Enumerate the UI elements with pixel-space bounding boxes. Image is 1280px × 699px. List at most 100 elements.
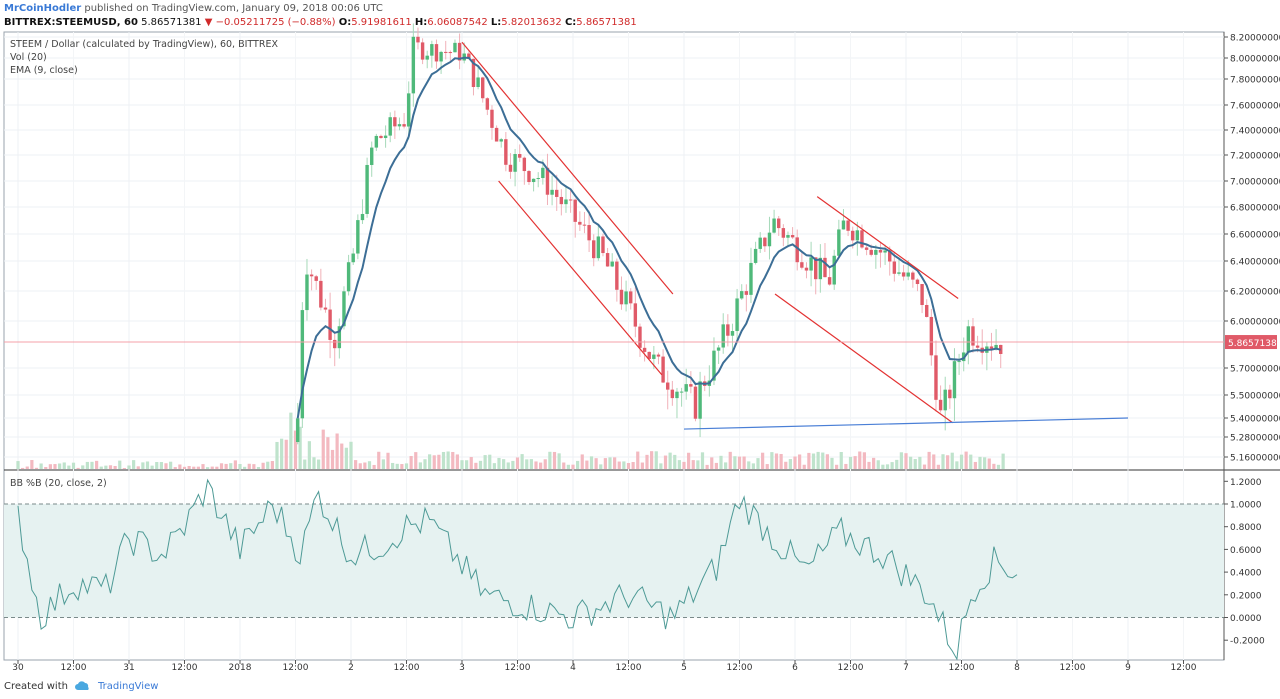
candle [370,141,374,177]
candle-body [605,253,610,267]
volume-bar [48,464,52,469]
volume-bar [728,451,732,469]
volume-bar [830,457,834,469]
volume-bar [187,465,191,469]
candle [624,280,628,312]
candle [601,233,605,257]
footer: Created with TradingView [4,680,158,692]
volume-bar [506,462,510,469]
volume-bar [557,453,561,469]
volume-bar [525,459,529,469]
trendline-channel-2-upper [816,196,959,299]
candle-body [721,324,725,348]
low-value: 5.82013632 [501,17,562,28]
candle [656,352,661,365]
volume-bar [733,456,737,469]
candle [647,351,651,361]
candle-body [938,399,943,411]
candle-body [305,274,309,311]
volume-bar [321,429,325,469]
candle-body [841,220,846,230]
candle-body [393,117,397,127]
volume-bar [90,461,94,469]
volume-bar [585,460,589,469]
candle [453,39,457,53]
volume-bar [895,459,899,469]
price-axis: 8.20000000 8.00000000 7.80000000 7.60000000… [1224,34,1280,464]
volume-bar [252,464,256,469]
candle-body [439,51,443,62]
volume-bar [983,457,987,469]
volume-bar [423,459,427,469]
price-tick-label: 8.00000000 [1230,55,1280,65]
candle-body [629,291,633,304]
volume-bar [275,441,279,469]
candle-body [809,257,813,271]
candle-body [499,139,503,142]
volume-bar [44,467,48,469]
volume-bar [81,465,85,469]
candle [878,241,883,268]
volume-bar [876,460,880,469]
candle [346,254,351,296]
volume-bar [95,460,99,469]
volume-bar [293,430,298,469]
candle [323,298,328,313]
volume-bar [705,464,709,469]
volume-bar [400,464,404,469]
volume-bar [141,462,145,469]
volume-bar [848,456,853,469]
tradingview-brand[interactable]: TradingView [97,680,159,692]
volume-bar [668,452,672,469]
candle [800,252,804,270]
price-tick-label: 5.28000000 [1230,434,1280,444]
candle-body [513,154,517,172]
volume-bar [127,465,131,469]
volume-bar [959,454,964,469]
candle [661,349,665,384]
candle [629,288,633,310]
time-tick-label: 12:00 [283,663,309,673]
bb-axis: 1.2000 1.0000 0.8000 0.6000 0.4000 0.2000 0.00… [1224,478,1265,647]
created-with: Created with [4,680,68,692]
candle-body [915,279,920,285]
volume-bar [936,464,940,469]
volume-bar [307,441,311,469]
candle-body [309,274,314,277]
volume-bar [696,460,700,469]
volume-bar [650,451,654,469]
volume-bar [76,467,80,469]
volume-bar [71,462,76,469]
author-link[interactable]: MrCoinHodler [4,3,82,14]
volume-bar [488,454,492,469]
volume-bar [381,459,385,469]
candle-body [624,291,628,305]
candle-body [323,307,328,310]
candle [536,172,540,188]
volume-bar [793,456,797,469]
trendline-channel-1-upper [461,41,674,295]
candle [592,234,596,267]
open-label: O: [338,17,352,28]
volume-bar [548,451,552,469]
price-tick-label: 6.20000000 [1230,288,1280,298]
candle [758,232,762,253]
candle-body [661,356,665,383]
time-tick-label: 30 [12,663,24,673]
volume-bar [85,461,89,469]
volume-bar [441,451,446,469]
volume-bar [367,461,372,469]
candle [518,144,522,162]
candle [823,243,827,278]
time-tick-label: 12:00 [172,663,198,673]
candle-body [568,199,573,201]
candle-body [652,354,656,359]
candle-body [416,36,420,43]
candle [444,40,448,60]
candle-body [679,391,684,393]
price-change: ▼ −0.05211725 (−0.88%) [204,17,336,28]
candle [300,302,305,428]
time-tick-label: 2 [348,663,354,673]
volume-bar [534,461,538,469]
